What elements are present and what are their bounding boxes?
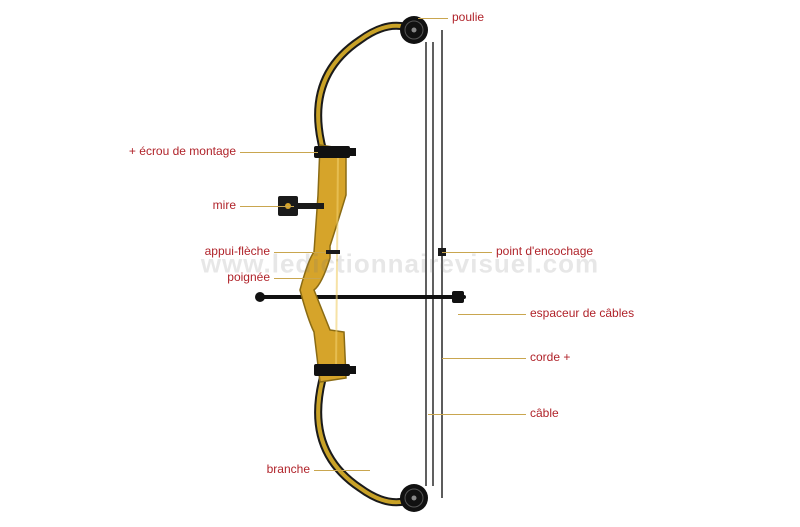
- leader-espaceur: [458, 314, 526, 315]
- label-poulie: poulie: [452, 10, 484, 24]
- leader-appui: [274, 252, 326, 253]
- label-corde: corde +: [530, 350, 570, 364]
- leader-poulie: [418, 18, 448, 19]
- label-appui: appui-flèche: [205, 244, 270, 258]
- label-espaceur: espaceur de câbles: [530, 306, 634, 320]
- bow-illustration: [0, 0, 800, 527]
- label-ecrou: + écrou de montage: [129, 144, 236, 158]
- leader-poignee: [274, 278, 320, 279]
- label-mire: mire: [213, 198, 236, 212]
- leader-mire: [240, 206, 294, 207]
- label-branche: branche: [267, 462, 310, 476]
- leader-corde: [442, 358, 526, 359]
- leader-ecrou: [240, 152, 318, 153]
- compound-bow-diagram: + écrou de montage mire appui-flèche poigné…: [0, 0, 800, 527]
- leader-branche: [314, 470, 370, 471]
- label-encochage: point d'encochage: [496, 244, 593, 258]
- leader-cable: [428, 414, 526, 415]
- label-cable: câble: [530, 406, 559, 420]
- leader-encochage: [442, 252, 492, 253]
- label-poignee: poignée: [227, 270, 270, 284]
